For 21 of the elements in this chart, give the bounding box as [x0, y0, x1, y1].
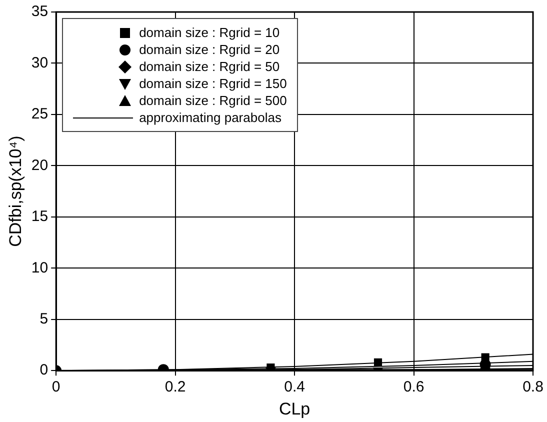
legend-label: domain size : Rgrid = 10 — [139, 24, 280, 41]
x-axis-title: CLp — [278, 399, 310, 418]
y-tick-label: 0 — [40, 362, 48, 379]
y-tick-label: 30 — [31, 54, 48, 72]
legend-label: approximating parabolas — [139, 109, 282, 126]
y-tick-label: 10 — [31, 259, 48, 276]
y-tick-label: 15 — [31, 208, 48, 226]
x-tick-label: 0 — [52, 378, 60, 396]
legend-label: domain size : Rgrid = 50 — [139, 58, 280, 75]
y-tick-label: 20 — [31, 156, 48, 174]
x-tick-label: 0.2 — [164, 378, 186, 396]
x-tick-label: 0.6 — [403, 378, 424, 396]
legend-label: domain size : Rgrid = 20 — [139, 41, 280, 58]
y-axis-title: CDfbi,sp(x10⁴) — [6, 136, 25, 247]
y-tick-label: 5 — [40, 310, 48, 328]
legend-label: domain size : Rgrid = 150 — [139, 75, 287, 92]
x-tick-label: 0.8 — [522, 378, 544, 396]
y-tick-label: 35 — [31, 3, 48, 20]
y-tick-label: 25 — [31, 106, 48, 123]
x-tick-label: 0.4 — [284, 378, 305, 396]
legend-label: domain size : Rgrid = 500 — [139, 92, 287, 109]
